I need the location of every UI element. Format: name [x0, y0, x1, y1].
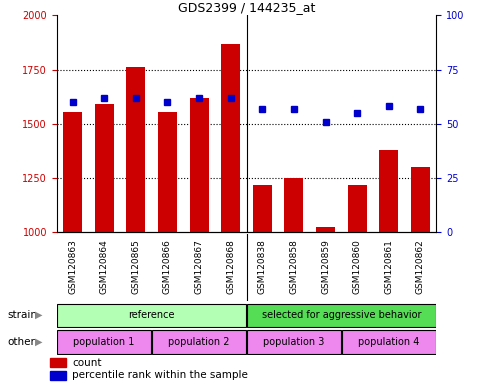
Text: GSM120864: GSM120864 [100, 240, 108, 295]
Bar [316, 227, 335, 232]
Text: selected for aggressive behavior: selected for aggressive behavior [262, 310, 421, 320]
Bar [50, 358, 66, 367]
Bar [247, 303, 436, 327]
Text: percentile rank within the sample: percentile rank within the sample [72, 370, 248, 380]
Text: GSM120865: GSM120865 [131, 240, 141, 295]
Text: GSM120863: GSM120863 [68, 240, 77, 295]
Text: GSM120859: GSM120859 [321, 240, 330, 295]
Text: GSM120862: GSM120862 [416, 240, 425, 295]
Bar [152, 330, 246, 354]
Bar [50, 371, 66, 379]
Bar [63, 112, 82, 232]
Bar [411, 167, 430, 232]
Bar [126, 68, 145, 232]
Bar [284, 178, 304, 232]
Bar [158, 112, 177, 232]
Text: GSM120868: GSM120868 [226, 240, 235, 295]
Text: GSM120861: GSM120861 [385, 240, 393, 295]
Text: GSM120838: GSM120838 [258, 240, 267, 295]
Bar [247, 330, 341, 354]
Bar [380, 150, 398, 232]
Bar [253, 185, 272, 232]
Text: other: other [7, 337, 35, 347]
Text: ▶: ▶ [35, 337, 42, 347]
Text: GSM120867: GSM120867 [195, 240, 204, 295]
Text: population 3: population 3 [263, 337, 324, 347]
Text: ▶: ▶ [35, 310, 42, 320]
Title: GDS2399 / 144235_at: GDS2399 / 144235_at [178, 1, 315, 14]
Text: population 4: population 4 [358, 337, 420, 347]
Text: reference: reference [128, 310, 175, 320]
Bar [57, 303, 246, 327]
Text: count: count [72, 358, 102, 368]
Bar [342, 330, 436, 354]
Text: population 2: population 2 [168, 337, 230, 347]
Bar [95, 104, 113, 232]
Text: GSM120866: GSM120866 [163, 240, 172, 295]
Text: strain: strain [7, 310, 37, 320]
Bar [189, 98, 209, 232]
Bar [57, 330, 151, 354]
Bar [348, 185, 367, 232]
Bar [221, 43, 240, 232]
Text: population 1: population 1 [73, 337, 135, 347]
Text: GSM120858: GSM120858 [289, 240, 298, 295]
Text: GSM120860: GSM120860 [352, 240, 362, 295]
